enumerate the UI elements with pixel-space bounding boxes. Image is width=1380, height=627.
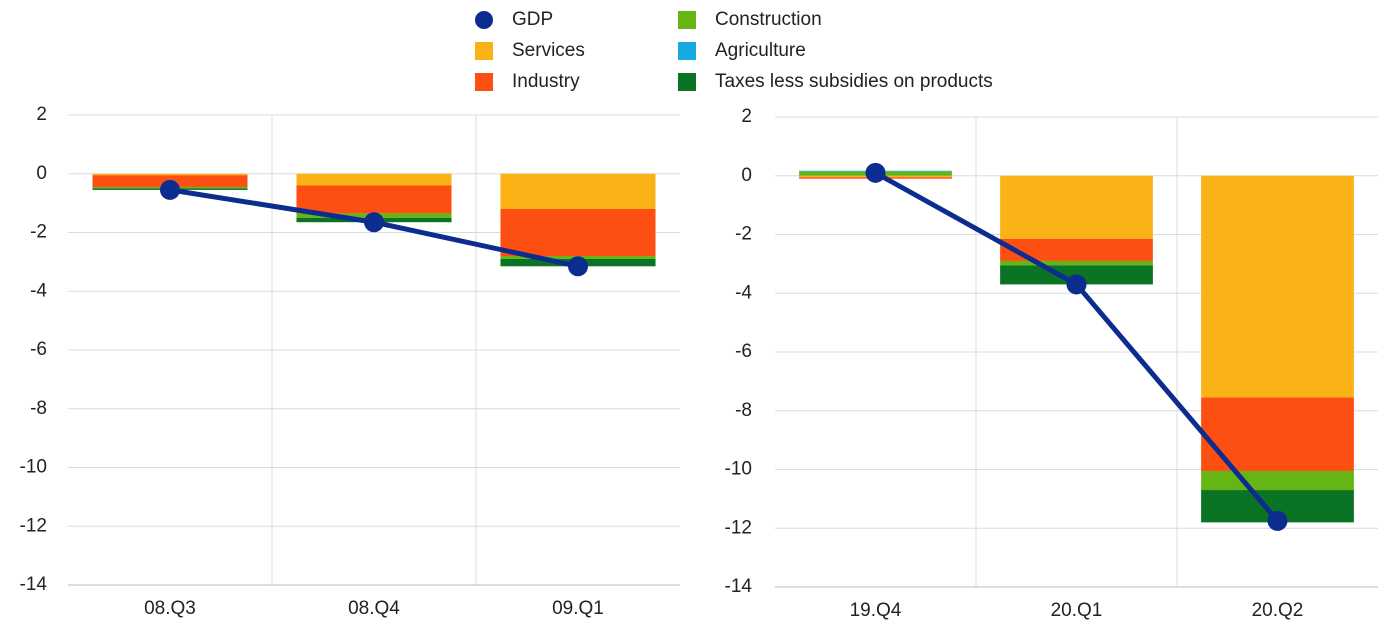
bar-segment	[500, 173, 656, 209]
legend-marker	[475, 73, 493, 91]
legend-label: Taxes less subsidies on products	[715, 71, 993, 92]
x-tick-label: 08.Q4	[348, 598, 400, 619]
y-tick-label: -12	[725, 517, 752, 538]
legend-label: Agriculture	[715, 40, 806, 61]
x-tick-label: 19.Q4	[850, 600, 902, 621]
line-marker	[1066, 274, 1087, 295]
y-tick-label: -8	[735, 400, 752, 421]
legend-marker	[678, 73, 696, 91]
legend-label: Industry	[512, 71, 580, 92]
y-tick-label: 2	[36, 104, 47, 125]
y-tick-label: 0	[741, 165, 752, 186]
bar-segment	[296, 173, 452, 186]
legend-marker	[678, 11, 696, 29]
y-tick-label: -2	[735, 224, 752, 245]
y-tick-label: -14	[20, 574, 48, 595]
y-tick-label: 0	[36, 163, 47, 184]
line-marker	[865, 162, 886, 183]
y-tick-label: -2	[30, 222, 47, 243]
bar-segment	[1201, 175, 1354, 398]
bar-segment	[500, 209, 656, 256]
legend-label: Construction	[715, 9, 822, 30]
legend-marker	[475, 11, 493, 29]
y-tick-label: -10	[725, 459, 752, 480]
legend-marker	[475, 42, 493, 60]
y-tick-label: -6	[735, 341, 752, 362]
y-tick-label: -4	[735, 282, 752, 303]
y-tick-label: -10	[20, 457, 47, 478]
y-tick-label: 2	[741, 106, 752, 127]
y-tick-label: -8	[30, 398, 47, 419]
x-tick-label: 08.Q3	[144, 598, 196, 619]
bar-segment	[1201, 470, 1354, 491]
legend-label: Services	[512, 40, 585, 61]
bar-segment	[92, 173, 248, 176]
legend-label: GDP	[512, 9, 553, 30]
y-tick-label: -4	[30, 280, 47, 301]
line-marker	[1267, 510, 1288, 531]
bar-segment	[296, 185, 452, 214]
y-tick-label: -12	[20, 515, 47, 536]
line-marker	[568, 256, 588, 277]
bar-segment	[1000, 260, 1153, 266]
x-tick-label: 09.Q1	[552, 598, 604, 619]
line-marker	[364, 212, 384, 233]
y-tick-label: -6	[30, 339, 47, 360]
bar-segment	[1000, 238, 1153, 261]
x-tick-label: 20.Q1	[1051, 600, 1103, 621]
line-marker	[160, 179, 180, 200]
y-tick-label: -14	[725, 576, 753, 597]
bar-segment	[1000, 175, 1153, 239]
x-tick-label: 20.Q2	[1252, 600, 1304, 621]
legend-marker	[678, 42, 696, 60]
